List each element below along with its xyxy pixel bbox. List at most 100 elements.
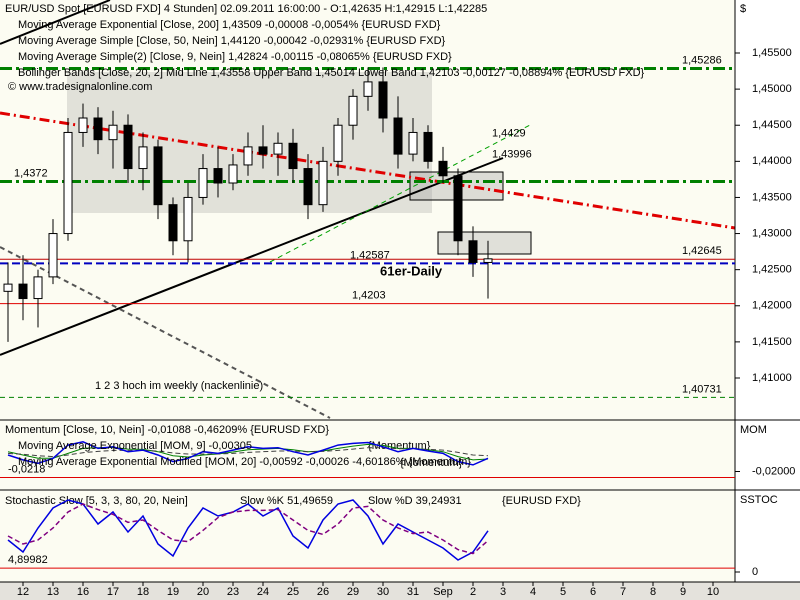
candle-body — [468, 240, 478, 263]
x-tick-label: 26 — [317, 586, 329, 598]
candle-body — [63, 131, 73, 235]
x-tick-label: 25 — [287, 586, 299, 598]
candle-body — [288, 142, 298, 170]
y-tick-label: 1,42500 — [752, 264, 792, 276]
plot-background — [0, 0, 735, 582]
trend-line — [0, 111, 736, 230]
y-tick-label: 1,45000 — [752, 83, 792, 95]
candle-body — [93, 117, 103, 141]
annotation: 61er-Daily — [380, 263, 443, 278]
candle-body — [183, 196, 193, 242]
x-tick-label: 6 — [590, 586, 596, 598]
x-tick-label: 3 — [500, 586, 506, 598]
x-tick-label: 5 — [560, 586, 566, 598]
series-line — [7, 447, 489, 458]
note: {EURUSD FXD} — [502, 495, 581, 507]
candle-body — [228, 164, 238, 184]
x-tick-label: 17 — [107, 586, 119, 598]
level-label: -0,0218 — [8, 463, 45, 475]
x-tick-label: 9 — [680, 586, 686, 598]
y-tick-label: 1,43000 — [752, 227, 792, 239]
series-line — [7, 499, 489, 561]
x-tick-label: 4 — [530, 586, 536, 598]
candle-body — [243, 146, 253, 166]
x-tick-label: 23 — [227, 586, 239, 598]
series-line — [7, 441, 489, 466]
panel-title: Stochastic Slow [5, 3, 3, 80, 20, Nein] — [5, 495, 188, 507]
x-tick-label: 13 — [47, 586, 59, 598]
y-tick-label: 1,41000 — [752, 372, 792, 384]
candle-body — [48, 233, 58, 278]
candle-body — [378, 81, 388, 119]
y-tick-label: 1,41500 — [752, 336, 792, 348]
panel-title: Momentum [Close, 10, Nein] -0,01088 -0,4… — [5, 424, 329, 436]
legend-entry: Moving Average Simple [Close, 50, Nein] … — [18, 35, 446, 47]
candle-body — [18, 283, 28, 300]
candle-body — [273, 142, 283, 155]
line-label: 1,43996 — [492, 149, 532, 161]
x-tick-label: 20 — [197, 586, 209, 598]
x-tick-label: 16 — [77, 586, 89, 598]
x-tick-label: 10 — [707, 586, 719, 598]
neckline — [0, 246, 331, 419]
candle-body — [153, 146, 163, 206]
chart-title: EUR/USD Spot [EURUSD FXD] 4 Stunden] 02.… — [5, 3, 487, 15]
legend-entry: Moving Average Exponential [MOM, 9] -0,0… — [18, 440, 252, 452]
legend-entry: Moving Average Exponential [Close, 200] … — [18, 19, 441, 31]
date-axis-background — [0, 582, 800, 600]
candle-body — [438, 160, 448, 177]
candle-body — [408, 131, 418, 155]
level-label: 1,4372 — [14, 167, 48, 179]
x-tick-label: Sep — [433, 586, 453, 598]
legend-entry: Moving Average Exponential Modified [MOM… — [18, 456, 471, 468]
x-tick-label: 12 — [17, 586, 29, 598]
candle-body — [423, 131, 433, 162]
level-label: 1,45286 — [682, 54, 722, 66]
trend-line — [0, 157, 504, 356]
candle-body — [78, 117, 88, 133]
candle-body — [363, 81, 373, 97]
x-tick-label: 30 — [377, 586, 389, 598]
x-tick-label: 29 — [347, 586, 359, 598]
currency: $ — [740, 3, 746, 15]
candle-body — [318, 160, 328, 206]
y-tick-label: 1,44500 — [752, 119, 792, 131]
axis-title: MOM — [740, 424, 767, 436]
candle-body — [123, 124, 133, 170]
level-label: 1,40731 — [682, 383, 722, 395]
candle-body — [3, 283, 13, 292]
legend-entry: Slow %K 51,49659 — [240, 495, 333, 507]
candle-body — [483, 258, 493, 263]
candle-body — [348, 95, 358, 126]
trend-line — [0, 0, 111, 45]
y-tick-label: 0 — [752, 566, 758, 578]
level-label: 4,89982 — [8, 554, 48, 566]
candle-body — [303, 168, 313, 206]
x-tick-label: 31 — [407, 586, 419, 598]
candle-body — [108, 124, 118, 141]
x-tick-label: 18 — [137, 586, 149, 598]
candle-body — [168, 204, 178, 242]
line-label: 1,4429 — [492, 127, 526, 139]
note: {Momentum} — [400, 457, 463, 469]
y-tick-label: 1,45500 — [752, 47, 792, 59]
y-tick-label: 1,44000 — [752, 155, 792, 167]
x-tick-label: 19 — [167, 586, 179, 598]
axis-title: SSTOC — [740, 494, 778, 506]
candle-body — [138, 146, 148, 170]
legend-entry: Slow %D 39,24931 — [368, 495, 462, 507]
zone-box — [437, 231, 532, 255]
x-tick-label: 24 — [257, 586, 269, 598]
level-label: 1,42587 — [350, 249, 390, 261]
level-label: 1,42645 — [682, 245, 722, 257]
candle-body — [198, 168, 208, 198]
annotation: 1 2 3 hoch im weekly (nackenlinie) — [95, 380, 263, 392]
y-tick-label: -0,02000 — [752, 465, 795, 477]
x-tick-label: 2 — [470, 586, 476, 598]
series-line — [7, 503, 489, 555]
candle-body — [33, 276, 43, 300]
candle-body — [453, 175, 463, 242]
legend-entry: Moving Average Simple(2) [Close, 9, Nein… — [18, 51, 452, 63]
consolidation-zone — [67, 72, 432, 213]
